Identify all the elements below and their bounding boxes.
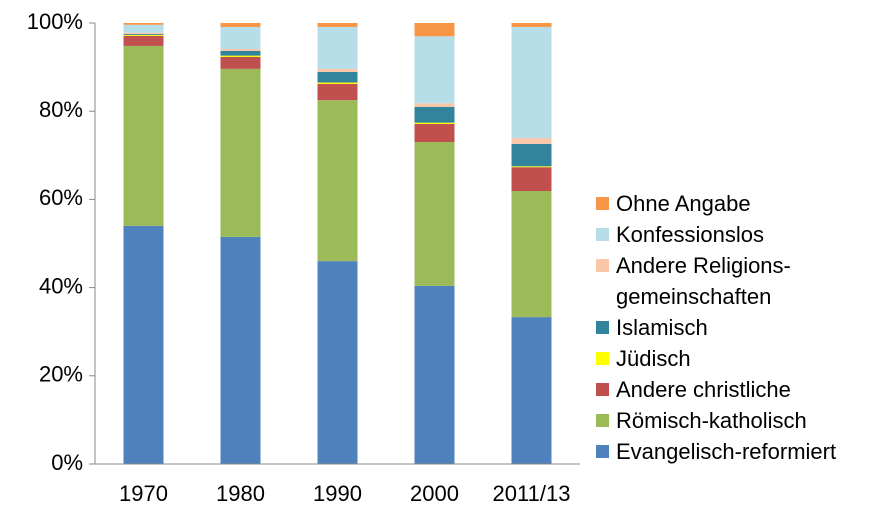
legend-label: Evangelisch-reformiert — [616, 439, 837, 464]
legend-label: Ohne Angabe — [616, 191, 751, 216]
bar-segment — [123, 34, 164, 36]
bar-segment — [414, 142, 455, 286]
x-tick-label: 2011/13 — [493, 481, 571, 506]
bar-segment — [511, 26, 552, 139]
y-tick-label: 60% — [39, 185, 83, 210]
legend-swatch — [596, 383, 609, 396]
bar-segment — [220, 50, 261, 56]
bar-segment — [317, 23, 358, 27]
bar-segment — [414, 23, 455, 37]
legend-swatch — [596, 228, 609, 241]
bar-segment — [317, 261, 358, 464]
x-tick-label: 1980 — [216, 481, 265, 506]
bar-segment — [414, 122, 455, 124]
bar-segment — [220, 26, 261, 50]
legend-label: Konfessionslos — [616, 222, 764, 247]
x-tick-label: 1990 — [313, 481, 362, 506]
legend-swatch — [596, 197, 609, 210]
bar-segment — [414, 103, 455, 107]
legend-label: Römisch-katholisch — [616, 408, 807, 433]
legend-label: Jüdisch — [616, 346, 691, 371]
bar-segment — [511, 191, 552, 318]
bar-segment — [317, 68, 358, 72]
bar-segment — [123, 34, 164, 35]
y-tick-label: 100% — [27, 9, 83, 34]
legend-item: Jüdisch — [596, 343, 874, 374]
legend-swatch — [596, 445, 609, 458]
legend-item: Ohne Angabe — [596, 188, 874, 219]
y-tick-label: 40% — [39, 273, 83, 298]
legend-label: Andere Religions-gemeinschaften — [616, 253, 791, 309]
bar-segment — [511, 143, 552, 167]
bar-segment — [220, 236, 261, 464]
legend-label: Andere christliche — [616, 377, 791, 402]
bar-segment — [317, 71, 358, 83]
bar-segment — [414, 36, 455, 104]
bar-segment — [511, 167, 552, 192]
bar-segment — [123, 35, 164, 46]
bar-segment — [317, 26, 358, 69]
bar-segment — [414, 285, 455, 464]
bar-segment — [220, 23, 261, 27]
bar-segment — [123, 45, 164, 226]
legend-item: Römisch-katholisch — [596, 405, 874, 436]
legend-item: Konfessionslos — [596, 219, 874, 250]
legend-swatch — [596, 259, 609, 272]
x-tick-label: 2000 — [410, 481, 459, 506]
legend-item: Andere christliche — [596, 374, 874, 405]
bar-segment — [220, 56, 261, 69]
legend-swatch — [596, 352, 609, 365]
legend: Ohne Angabe Konfessionslos Andere Religion… — [596, 188, 874, 467]
legend-swatch — [596, 321, 609, 334]
bar-segment — [511, 166, 552, 168]
y-tick-label: 20% — [39, 362, 83, 387]
legend-item: Evangelisch-reformiert — [596, 436, 874, 467]
bar-segment — [511, 317, 552, 464]
bar-segment — [123, 225, 164, 464]
legend-swatch — [596, 414, 609, 427]
bar-segment — [123, 24, 164, 33]
bar-segment — [123, 23, 164, 25]
bar-segment — [414, 123, 455, 143]
bar-segment — [317, 100, 358, 262]
bar-segment — [317, 83, 358, 101]
y-tick-label: 0% — [51, 450, 83, 475]
bar-segment — [414, 106, 455, 123]
bar-segment — [511, 138, 552, 144]
y-tick-label: 80% — [39, 97, 83, 122]
legend-item: Islamisch — [596, 312, 874, 343]
bar-segment — [220, 68, 261, 237]
bar-segment — [317, 82, 358, 84]
bar-segment — [511, 23, 552, 27]
bar-segment — [220, 49, 261, 51]
bar-segment — [123, 32, 164, 35]
x-tick-label: 1970 — [119, 481, 168, 506]
bar-segment — [220, 55, 261, 57]
legend-item: Andere Religions-gemeinschaften — [596, 250, 874, 312]
legend-label: Islamisch — [616, 315, 708, 340]
